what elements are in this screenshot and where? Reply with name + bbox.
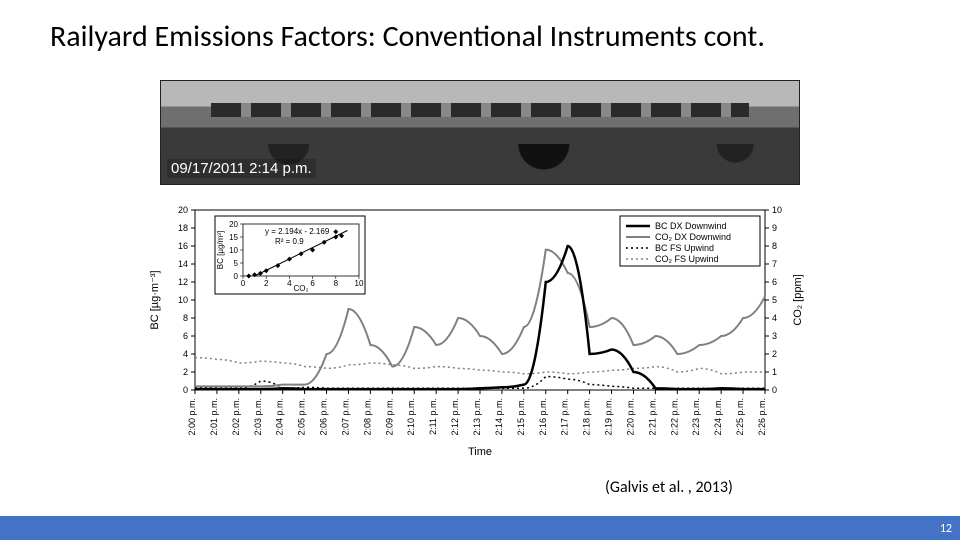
svg-text:2:08 p.m.: 2:08 p.m. (362, 398, 372, 436)
svg-text:2:01 p.m.: 2:01 p.m. (209, 398, 219, 436)
svg-text:2:20 p.m.: 2:20 p.m. (625, 398, 635, 436)
svg-text:2: 2 (772, 349, 777, 359)
svg-text:2:09 p.m.: 2:09 p.m. (384, 398, 394, 436)
svg-text:20: 20 (229, 220, 238, 229)
svg-text:2:17 p.m.: 2:17 p.m. (560, 398, 570, 436)
svg-text:CO₂: CO₂ (293, 284, 308, 293)
svg-text:2:11 p.m.: 2:11 p.m. (428, 398, 438, 435)
svg-text:4: 4 (772, 313, 777, 323)
svg-text:Time: Time (468, 446, 492, 458)
svg-text:2:26 p.m.: 2:26 p.m. (757, 398, 767, 436)
svg-text:BC [µg·m⁻³]: BC [µg·m⁻³] (149, 270, 161, 329)
svg-text:20: 20 (178, 205, 188, 215)
svg-text:0: 0 (241, 279, 246, 288)
svg-text:R² = 0.9: R² = 0.9 (275, 237, 304, 246)
svg-text:2:16 p.m.: 2:16 p.m. (538, 398, 548, 436)
svg-text:BC FS Upwind: BC FS Upwind (655, 243, 714, 253)
svg-text:BC DX Downwind: BC DX Downwind (655, 221, 727, 231)
svg-text:y = 2.194x - 2.169: y = 2.194x - 2.169 (265, 227, 330, 236)
svg-text:10: 10 (178, 295, 188, 305)
svg-text:CO₂ FS Upwind: CO₂ FS Upwind (655, 254, 719, 264)
citation: (Galvis et al. , 2013) (605, 478, 733, 497)
photo-timestamp: 09/17/2011 2:14 p.m. (167, 159, 316, 178)
page-number: 12 (940, 522, 952, 536)
svg-text:2:13 p.m.: 2:13 p.m. (472, 398, 482, 436)
svg-text:2:14 p.m.: 2:14 p.m. (494, 398, 504, 436)
svg-text:2:02 p.m.: 2:02 p.m. (231, 398, 241, 436)
svg-text:0: 0 (772, 385, 777, 395)
svg-text:18: 18 (178, 223, 188, 233)
svg-text:BC [µg/m³]: BC [µg/m³] (216, 231, 225, 269)
svg-text:CO₂ [ppm]: CO₂ [ppm] (792, 274, 804, 325)
svg-text:1: 1 (772, 367, 777, 377)
svg-text:2: 2 (264, 279, 269, 288)
svg-text:7: 7 (772, 259, 777, 269)
page-title: Railyard Emissions Factors: Conventional… (50, 18, 765, 55)
svg-text:0: 0 (234, 272, 239, 281)
svg-text:2:12 p.m.: 2:12 p.m. (450, 398, 460, 436)
svg-text:5: 5 (772, 295, 777, 305)
time-series-chart: 024681012141618200123456789102:00 p.m.2:… (140, 200, 820, 470)
svg-text:8: 8 (183, 313, 188, 323)
svg-text:6: 6 (772, 277, 777, 287)
svg-text:10: 10 (355, 279, 364, 288)
svg-text:16: 16 (178, 241, 188, 251)
svg-text:12: 12 (178, 277, 188, 287)
svg-text:CO₂ DX Downwind: CO₂ DX Downwind (655, 232, 731, 242)
svg-text:0: 0 (183, 385, 188, 395)
svg-text:2:25 p.m.: 2:25 p.m. (735, 398, 745, 436)
svg-text:2:05 p.m.: 2:05 p.m. (297, 398, 307, 436)
svg-text:2:24 p.m.: 2:24 p.m. (713, 398, 723, 436)
footer-bar: 12 (0, 516, 960, 540)
svg-text:2:23 p.m.: 2:23 p.m. (691, 398, 701, 436)
svg-text:5: 5 (234, 259, 239, 268)
svg-text:2:19 p.m.: 2:19 p.m. (604, 398, 614, 436)
svg-text:2:18 p.m.: 2:18 p.m. (582, 398, 592, 436)
svg-text:2: 2 (183, 367, 188, 377)
svg-text:2:00 p.m.: 2:00 p.m. (187, 398, 197, 436)
svg-text:4: 4 (183, 349, 188, 359)
svg-text:6: 6 (183, 331, 188, 341)
railyard-photo: 09/17/2011 2:14 p.m. (160, 80, 800, 185)
svg-text:10: 10 (229, 246, 238, 255)
svg-text:6: 6 (310, 279, 315, 288)
svg-text:2:21 p.m.: 2:21 p.m. (647, 398, 657, 436)
svg-text:2:06 p.m.: 2:06 p.m. (319, 398, 329, 436)
svg-text:9: 9 (772, 223, 777, 233)
svg-text:4: 4 (287, 279, 292, 288)
svg-text:14: 14 (178, 259, 188, 269)
svg-text:8: 8 (772, 241, 777, 251)
svg-text:2:03 p.m.: 2:03 p.m. (253, 398, 263, 436)
svg-text:3: 3 (772, 331, 777, 341)
svg-text:2:07 p.m.: 2:07 p.m. (340, 398, 350, 436)
svg-text:2:15 p.m.: 2:15 p.m. (516, 398, 526, 436)
svg-text:10: 10 (772, 205, 782, 215)
svg-text:15: 15 (229, 233, 238, 242)
svg-text:2:04 p.m.: 2:04 p.m. (275, 398, 285, 436)
svg-text:2:22 p.m.: 2:22 p.m. (669, 398, 679, 436)
svg-text:2:10 p.m.: 2:10 p.m. (406, 398, 416, 436)
train-silhouette (211, 103, 749, 117)
svg-text:8: 8 (334, 279, 339, 288)
